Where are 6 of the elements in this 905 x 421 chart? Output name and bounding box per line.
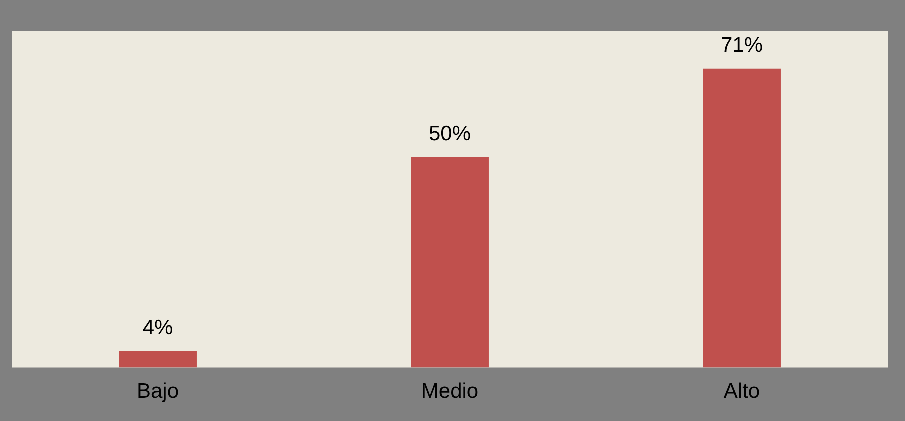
x-tick-label: Alto: [724, 380, 760, 404]
data-label: 50%: [428, 122, 472, 146]
x-tick-label: Bajo: [136, 380, 180, 404]
x-tick-label: Medio: [421, 380, 479, 404]
data-label: 4%: [142, 316, 174, 340]
data-label: 71%: [720, 34, 764, 58]
